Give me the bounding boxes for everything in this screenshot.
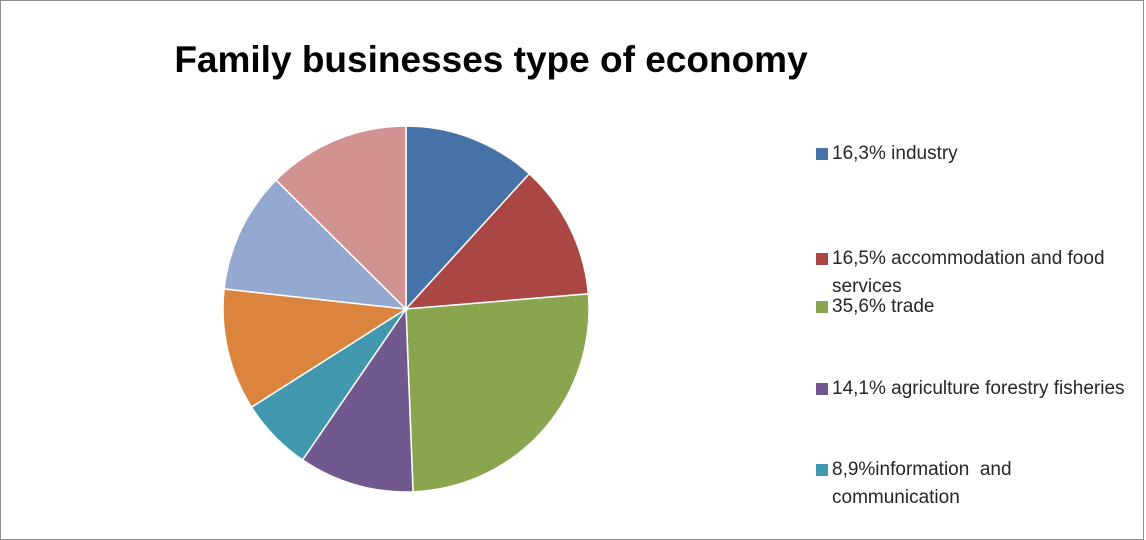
pie-slice-8 xyxy=(275,125,407,311)
legend-swatch xyxy=(816,148,828,160)
legend-item-agriculture: 14,1% agriculture forestry fisheries xyxy=(816,375,1141,403)
legend-item-trade: 35,6% trade xyxy=(816,293,1141,321)
pie-slice-3 xyxy=(405,293,590,493)
legend-label: 16,5% accommodation and food services xyxy=(832,248,1110,297)
legend-item-information: 8,9%information and communication xyxy=(816,456,1141,512)
chart-title: Family businesses type of economy xyxy=(174,39,808,80)
pie-slice-2 xyxy=(404,172,590,310)
legend-label: 35,6% trade xyxy=(832,296,935,317)
pie-chart xyxy=(222,125,590,493)
pie-slice-4 xyxy=(301,306,414,493)
legend-label: 8,9%information and communication xyxy=(832,459,1017,508)
legend-swatch xyxy=(816,464,828,476)
legend-item-accommodation: 16,5% accommodation and food services xyxy=(816,245,1141,301)
pie-slice-7 xyxy=(223,179,409,310)
legend: 16,3% industry 16,5% accommodation and f… xyxy=(816,1,1141,515)
legend-label: 14,1% agriculture forestry fisheries xyxy=(832,378,1125,399)
legend-swatch xyxy=(816,383,828,395)
pie-slice-1 xyxy=(405,125,531,311)
legend-swatch xyxy=(816,253,828,265)
legend-item-industry: 16,3% industry xyxy=(816,140,1141,168)
pie-slice-6 xyxy=(222,288,409,409)
legend-swatch xyxy=(816,301,828,313)
legend-label: 16,3% industry xyxy=(832,143,958,164)
